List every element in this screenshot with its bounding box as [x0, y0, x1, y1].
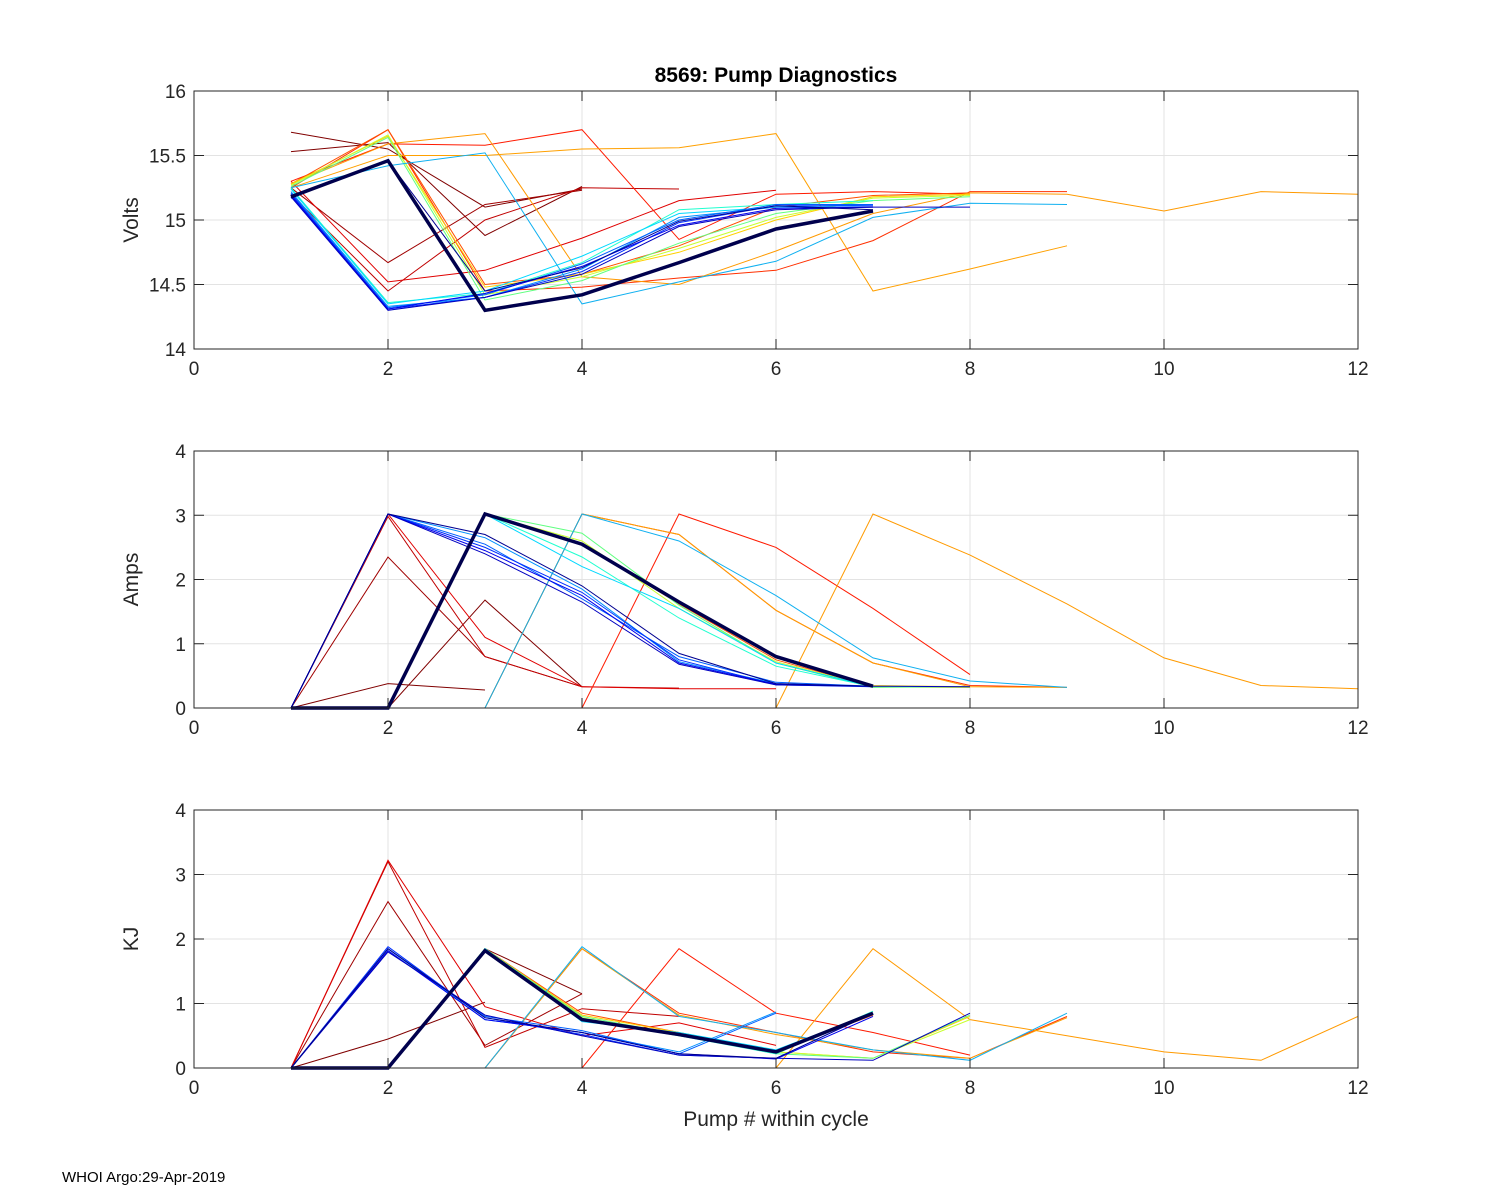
x-tick-label: 0: [189, 718, 200, 739]
x-tick-label: 12: [1347, 359, 1368, 380]
y-tick-label: 0: [175, 699, 186, 720]
x-tick-label: 10: [1153, 1078, 1174, 1099]
series-line-p01: [290, 131, 583, 208]
series-line-p06: [290, 129, 971, 241]
series-line-p16: [290, 152, 1068, 305]
x-tick-label: 2: [383, 359, 394, 380]
y-tick-label: 4: [175, 801, 186, 822]
y-tick-label: 1: [175, 995, 186, 1016]
y-tick-label: 14.5: [149, 276, 186, 297]
series-line-p03: [290, 900, 583, 1069]
x-tick-label: 6: [771, 718, 782, 739]
y-tick-label: 1: [175, 635, 186, 656]
x-tick-label: 6: [771, 1078, 782, 1099]
series-line-last: [290, 158, 874, 313]
series-line-p21: [290, 951, 971, 1069]
x-tick-label: 10: [1153, 718, 1174, 739]
y-tick-label: 14: [165, 340, 187, 361]
series-line-p18: [290, 192, 873, 309]
series-line-p05: [290, 859, 777, 1069]
series-line-p21: [290, 196, 970, 311]
x-tick-label: 4: [577, 718, 588, 739]
y-axis-label: KJ: [120, 927, 143, 952]
series-line-p22: [290, 513, 874, 709]
y-tick-label: 0: [175, 1059, 186, 1080]
chart-title: 8569: Pump Diagnostics: [655, 64, 898, 87]
series-line-p10: [290, 133, 1068, 292]
x-tick-label: 0: [189, 1078, 200, 1099]
x-tick-label: 4: [577, 1078, 588, 1099]
series-line-p17: [290, 191, 873, 307]
x-axis-label: Pump # within cycle: [683, 1108, 869, 1131]
y-tick-label: 3: [175, 866, 186, 887]
x-tick-label: 2: [383, 1078, 394, 1099]
series-line-p05: [290, 180, 777, 283]
y-tick-label: 15: [165, 211, 186, 232]
footer-stamp: WHOI Argo:29-Apr-2019: [62, 1169, 226, 1186]
series-line-p01: [290, 1001, 486, 1069]
series-line-p04: [290, 187, 680, 292]
x-tick-label: 0: [189, 359, 200, 380]
x-tick-label: 6: [771, 359, 782, 380]
axes-1: 0 2 4 6 8 10 12 14 14.5 15 15.5 16 Volts 8569: Pump D…: [120, 64, 1369, 380]
y-axis-label: Amps: [120, 553, 143, 607]
x-tick-label: 12: [1347, 1078, 1368, 1099]
y-tick-label: 15.5: [149, 147, 186, 168]
series-line-p02: [290, 142, 583, 237]
x-tick-label: 2: [383, 718, 394, 739]
y-tick-label: 2: [175, 930, 186, 951]
x-tick-label: 8: [965, 359, 976, 380]
series-line-p13: [290, 136, 971, 301]
y-tick-label: 2: [175, 571, 186, 592]
series-line-p20: [290, 195, 874, 310]
y-tick-label: 3: [175, 506, 186, 527]
series-line-p09: [290, 133, 1359, 286]
x-tick-label: 4: [577, 359, 588, 380]
y-axis-label: Volts: [120, 197, 143, 243]
series-group: [290, 129, 1359, 313]
x-tick-label: 8: [965, 718, 976, 739]
x-tick-label: 10: [1153, 359, 1174, 380]
series-line-p01: [290, 683, 486, 709]
y-tick-label: 4: [175, 442, 186, 463]
y-tick-label: 16: [165, 82, 186, 103]
x-tick-label: 12: [1347, 718, 1368, 739]
x-tick-label: 8: [965, 1078, 976, 1099]
